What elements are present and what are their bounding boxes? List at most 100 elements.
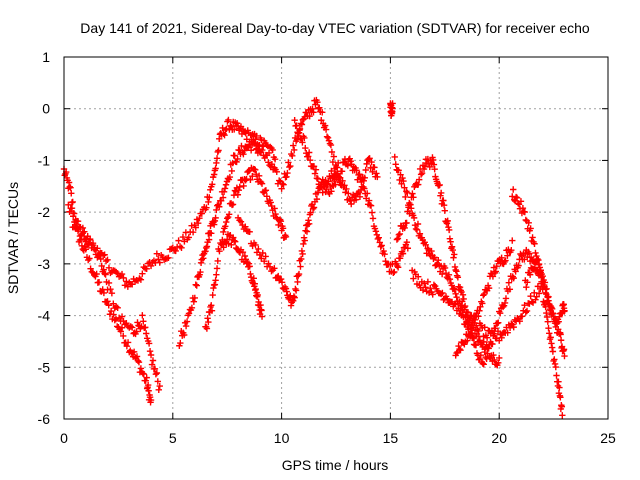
data-point	[212, 214, 219, 222]
data-point	[300, 234, 308, 241]
data-point	[268, 161, 276, 168]
data-point	[328, 188, 335, 195]
data-point	[490, 351, 497, 359]
data-point	[223, 125, 230, 133]
data-point	[480, 338, 487, 346]
data-point	[517, 198, 525, 205]
data-point	[549, 348, 557, 355]
data-point	[241, 252, 249, 260]
data-point	[145, 340, 153, 347]
data-point	[525, 250, 533, 257]
series-track-5	[202, 164, 290, 332]
data-point	[247, 270, 254, 278]
data-point	[275, 272, 282, 280]
data-point	[440, 197, 447, 204]
data-point	[203, 204, 210, 211]
data-point	[231, 238, 239, 245]
data-point	[527, 254, 535, 261]
data-point	[117, 328, 125, 335]
data-point	[213, 155, 221, 162]
data-point	[429, 156, 437, 164]
data-point	[494, 320, 501, 327]
data-point	[407, 201, 414, 208]
data-point	[422, 284, 429, 291]
data-point	[153, 250, 161, 257]
data-point	[477, 352, 485, 359]
data-point	[189, 228, 197, 236]
data-point	[197, 268, 204, 276]
data-point	[403, 219, 410, 227]
data-point	[277, 217, 285, 225]
data-point	[342, 189, 349, 196]
data-point	[263, 141, 270, 149]
data-point	[548, 340, 555, 347]
data-point	[413, 226, 421, 234]
data-point	[242, 223, 249, 230]
data-point	[347, 157, 354, 165]
data-point	[437, 290, 445, 298]
data-point	[396, 255, 404, 262]
data-point	[255, 172, 263, 180]
data-point	[104, 256, 111, 263]
data-point	[366, 155, 373, 162]
data-point	[453, 349, 460, 357]
data-point	[381, 250, 388, 258]
data-point	[528, 298, 536, 305]
data-point	[190, 298, 198, 305]
data-point	[88, 268, 96, 275]
data-point	[139, 312, 146, 319]
data-point	[297, 263, 304, 270]
data-point	[75, 226, 82, 233]
x-tick-label: 10	[274, 430, 290, 446]
data-point	[124, 339, 132, 346]
data-point	[505, 279, 513, 286]
data-point	[140, 370, 147, 378]
data-point	[353, 167, 360, 174]
data-point	[555, 318, 562, 325]
data-point	[557, 337, 565, 344]
data-point	[249, 173, 256, 180]
data-point	[172, 247, 179, 255]
data-point	[480, 292, 487, 299]
data-point	[292, 285, 299, 293]
data-point	[251, 280, 258, 287]
data-point	[100, 266, 107, 273]
data-point	[549, 309, 557, 317]
data-point	[534, 255, 541, 263]
data-point	[137, 276, 145, 283]
data-point	[332, 181, 339, 188]
data-point	[298, 247, 306, 255]
data-point	[424, 245, 431, 252]
data-point	[328, 167, 335, 175]
data-point	[425, 246, 432, 254]
data-point	[414, 220, 422, 228]
data-point	[305, 149, 313, 156]
data-point	[446, 275, 454, 283]
data-point	[93, 270, 100, 278]
data-point	[449, 246, 456, 254]
data-point	[110, 311, 117, 318]
data-point	[365, 197, 373, 204]
data-point	[278, 185, 285, 192]
data-point	[231, 126, 238, 133]
data-point	[96, 252, 103, 259]
data-point	[495, 359, 502, 366]
data-point	[120, 274, 127, 282]
data-point	[295, 272, 302, 279]
data-point	[237, 218, 245, 225]
data-point	[296, 126, 303, 134]
data-point	[191, 294, 199, 302]
data-point	[481, 324, 488, 331]
data-point	[95, 251, 103, 258]
data-point	[368, 158, 375, 166]
data-point	[107, 286, 114, 293]
data-point	[128, 324, 136, 331]
data-point	[155, 386, 162, 394]
data-point	[230, 234, 237, 241]
data-point	[213, 159, 220, 167]
x-tick-label: 20	[491, 430, 507, 446]
data-point	[560, 346, 568, 353]
data-point	[192, 224, 199, 231]
data-point	[548, 344, 556, 351]
